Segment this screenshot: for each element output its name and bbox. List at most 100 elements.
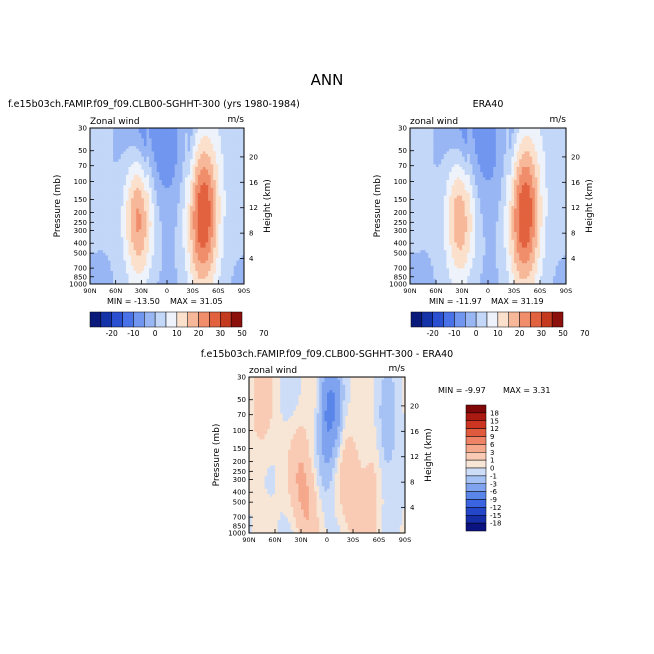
heatmap-cell xyxy=(519,130,523,134)
heatmap-cell xyxy=(205,237,209,241)
heatmap-cell xyxy=(169,208,173,212)
heatmap-cell xyxy=(123,195,127,199)
heatmap-cell xyxy=(547,141,551,144)
heatmap-cell xyxy=(123,265,127,269)
heatmap-cell xyxy=(161,247,165,251)
heatmap-cell xyxy=(495,159,499,163)
heatmap-cell xyxy=(182,193,186,196)
heatmap-cell xyxy=(128,260,132,264)
heatmap-cell xyxy=(238,226,242,230)
heatmap-cell xyxy=(159,260,163,264)
heatmap-cell xyxy=(133,185,137,189)
heatmap-cell xyxy=(223,216,227,220)
heatmap-cell xyxy=(542,172,546,176)
heatmap-cell xyxy=(555,174,559,178)
heatmap-cell xyxy=(182,260,186,264)
heatmap-cell xyxy=(527,141,530,144)
heatmap-cell xyxy=(425,154,429,157)
heatmap-cell xyxy=(151,135,155,139)
heatmap-cell xyxy=(459,138,463,142)
heatmap-cell xyxy=(228,276,232,280)
heatmap-cell xyxy=(97,252,101,256)
heatmap-cell xyxy=(95,276,99,280)
heatmap-cell xyxy=(558,177,562,181)
heatmap-cell xyxy=(184,278,188,282)
heatmap-cell xyxy=(192,130,196,134)
heatmap-cell xyxy=(120,219,124,222)
heatmap-cell xyxy=(190,252,194,256)
heatmap-cell xyxy=(233,206,237,209)
heatmap-cell xyxy=(529,128,533,131)
heatmap-cell xyxy=(226,182,229,186)
heatmap-cell xyxy=(482,146,486,150)
heatmap-cell xyxy=(537,180,541,183)
heatmap-cell xyxy=(208,211,212,215)
heatmap-cell xyxy=(177,182,181,186)
heatmap-cell xyxy=(241,193,245,196)
heatmap-cell xyxy=(110,185,114,189)
heatmap-cell xyxy=(477,159,481,163)
heatmap-cell xyxy=(241,177,245,181)
heatmap-cell xyxy=(190,208,194,212)
heatmap-cell xyxy=(462,128,465,131)
heatmap-cell xyxy=(220,221,224,225)
heatmap-cell xyxy=(223,167,227,170)
heatmap-cell xyxy=(197,229,201,233)
heatmap-cell xyxy=(205,216,209,220)
heatmap-cell xyxy=(423,167,426,170)
heatmap-cell xyxy=(177,167,181,170)
heatmap-cell xyxy=(534,133,538,137)
heatmap-cell xyxy=(215,211,219,215)
heatmap-cell xyxy=(493,133,497,137)
heatmap-cell xyxy=(125,151,129,155)
heatmap-cell xyxy=(123,135,127,139)
heatmap-cell xyxy=(524,177,528,181)
heatmap-cell xyxy=(151,172,155,176)
heatmap-cell xyxy=(529,138,533,142)
heatmap-cell xyxy=(143,258,147,261)
heatmap-cell xyxy=(220,271,224,274)
heatmap-cell xyxy=(172,211,176,215)
heatmap-cell xyxy=(179,138,183,142)
heatmap-cell xyxy=(231,143,235,147)
heatmap-cell xyxy=(151,195,155,199)
heatmap-cell xyxy=(174,226,178,230)
heatmap-cell xyxy=(182,278,186,282)
heatmap-cell xyxy=(226,154,229,157)
heatmap-cell xyxy=(190,195,194,199)
heatmap-cell xyxy=(195,187,199,191)
heatmap-cell xyxy=(213,141,217,144)
heatmap-cell xyxy=(553,156,556,160)
heatmap-cell xyxy=(128,206,132,209)
heatmap-cell xyxy=(115,206,119,209)
heatmap-cell xyxy=(228,273,232,277)
heatmap-cell xyxy=(547,130,551,134)
heatmap-cell xyxy=(133,213,137,217)
heatmap-cell xyxy=(223,133,227,137)
heatmap-cell xyxy=(97,255,101,259)
heatmap-cell xyxy=(475,130,478,134)
heatmap-cell xyxy=(143,206,147,209)
heatmap-cell xyxy=(107,226,111,230)
heatmap-cell xyxy=(537,151,541,155)
heatmap-cell xyxy=(501,135,504,139)
heatmap-cell xyxy=(115,221,119,225)
heatmap-cell xyxy=(128,245,132,248)
heatmap-cell xyxy=(205,208,209,212)
heatmap-cell xyxy=(179,187,183,191)
heatmap-cell xyxy=(149,247,152,251)
heatmap-cell xyxy=(167,268,170,272)
heatmap-cell xyxy=(174,148,178,152)
heatmap-cell xyxy=(438,146,442,150)
heatmap-cell xyxy=(161,226,165,230)
heatmap-cell xyxy=(90,130,93,134)
heatmap-cell xyxy=(498,138,502,142)
heatmap-cell xyxy=(136,206,140,209)
heatmap-cell xyxy=(202,258,206,261)
heatmap-cell xyxy=(113,278,117,282)
heatmap-cell xyxy=(208,219,212,222)
heatmap-cell xyxy=(167,247,170,251)
heatmap-cell xyxy=(115,265,119,269)
heatmap-cell xyxy=(154,260,158,264)
heatmap-cell xyxy=(192,156,196,160)
